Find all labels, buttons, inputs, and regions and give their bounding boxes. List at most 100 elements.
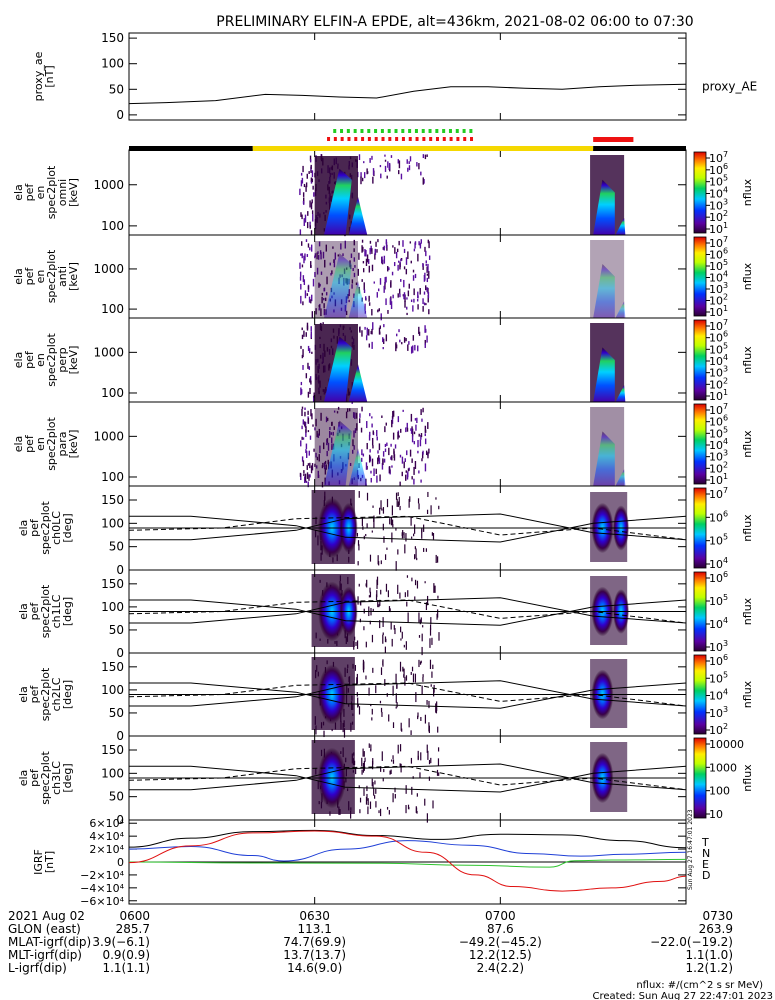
spectrogram-speckle xyxy=(301,425,303,430)
spectrogram-speckle xyxy=(366,254,369,263)
spectrogram-speckle xyxy=(377,601,379,608)
quality-flag-green xyxy=(421,129,425,133)
spectrogram-fan xyxy=(323,253,352,318)
spectrogram-speckle xyxy=(429,638,431,648)
colorbar-tick-label: 100 xyxy=(709,785,730,798)
igrf-T-line xyxy=(128,829,687,849)
spectrogram-speckle xyxy=(398,329,400,333)
spectrogram-speckle xyxy=(407,344,409,351)
footer-value: 12.2(12.5) xyxy=(469,948,532,962)
spectrogram-speckle xyxy=(318,454,320,462)
spectrogram-speckle xyxy=(362,659,365,665)
y-axis-label-line: [keV] xyxy=(67,262,80,291)
spectrogram-speckle xyxy=(413,478,415,485)
spectrogram-speckle xyxy=(428,255,431,260)
spectrogram-speckle xyxy=(364,326,366,330)
spectrogram-speckle xyxy=(382,338,385,344)
spectrogram-speckle xyxy=(417,345,419,352)
spectrogram-speckle xyxy=(432,532,435,540)
spectrogram-speckle xyxy=(310,230,313,236)
spectrogram-speckle xyxy=(318,304,320,308)
spectrogram-speckle xyxy=(437,758,440,766)
spectrogram-speckle xyxy=(429,628,432,636)
spectrogram-speckle xyxy=(366,327,368,336)
spectrogram-speckle xyxy=(308,348,311,354)
spectrogram-speckle xyxy=(407,590,409,597)
spectrogram-speckle xyxy=(424,425,427,433)
spectrogram-speckle xyxy=(422,298,424,304)
footer-value: 0630 xyxy=(299,909,330,923)
spectrogram-speckle xyxy=(356,423,358,431)
spectrogram-speckle xyxy=(309,435,312,440)
spectrogram-speckle xyxy=(379,507,381,515)
spectrogram-speckle xyxy=(299,229,302,236)
spectrogram-speckle xyxy=(432,800,434,809)
spectrogram-speckle xyxy=(371,458,374,467)
y-tick-label: 0 xyxy=(116,813,124,827)
spectrogram-speckle xyxy=(428,448,430,454)
spectrogram-speckle xyxy=(403,248,406,253)
spectrogram-speckle xyxy=(346,408,349,413)
spectrogram-speckle xyxy=(402,409,404,412)
spectrogram-speckle xyxy=(306,293,309,296)
loss-cone-line xyxy=(129,597,687,624)
spectrogram-speckle xyxy=(305,332,307,337)
spectrogram-speckle xyxy=(403,674,405,678)
spectrogram-speckle xyxy=(386,806,389,810)
spectrogram-speckle xyxy=(383,324,385,328)
spectrogram-speckle xyxy=(416,810,418,814)
quality-flag-red xyxy=(354,137,358,141)
spectrogram-speckle xyxy=(303,255,305,264)
spectrogram-speckle xyxy=(417,304,419,310)
footer-value: 74.7(69.9) xyxy=(283,935,346,949)
spectrogram-speckle xyxy=(404,294,406,302)
heatmap-region xyxy=(300,322,626,404)
spectrogram-speckle xyxy=(410,671,412,675)
spectrogram-speckle xyxy=(315,452,317,458)
spectrogram-speckle xyxy=(310,409,312,417)
spectrogram-speckle xyxy=(317,254,320,260)
spectrogram-speckle xyxy=(337,254,340,257)
footer: 2021 Aug 02 0600 0630 0700 0730 GLON (east) 28… xyxy=(8,909,733,975)
spectrogram-speckle xyxy=(388,810,390,815)
spectrogram-speckle xyxy=(392,294,394,299)
quality-flag-green xyxy=(455,129,459,133)
spectrogram-speckle xyxy=(299,188,301,196)
spectrogram-speckle xyxy=(323,303,325,309)
panel-para: elapefenspec2plotpara[keV]10710610510410… xyxy=(12,401,754,488)
spectrogram-speckle xyxy=(301,253,303,259)
spectrogram-speckle xyxy=(424,343,426,348)
spectrogram-speckle xyxy=(319,283,321,287)
spectrogram-speckle xyxy=(364,296,367,300)
spectrogram-speckle xyxy=(419,619,421,625)
spectrogram-speckle xyxy=(302,365,304,370)
spectrogram-speckle xyxy=(425,548,428,552)
spectrogram-speckle xyxy=(369,158,371,163)
spectrogram-speckle xyxy=(410,260,412,264)
spectrogram-speckle xyxy=(419,242,422,249)
spectrogram-speckle xyxy=(437,726,439,733)
spectrogram-speckle xyxy=(397,431,399,440)
spectrogram-speckle xyxy=(420,171,422,176)
spectrogram-speckle xyxy=(392,722,395,728)
spectrogram-speckle xyxy=(331,422,333,426)
legend-label: proxy_AE xyxy=(702,80,757,94)
spectrogram-speckle xyxy=(419,439,422,447)
spectrogram-speckle xyxy=(398,240,400,246)
spectrogram-speckle xyxy=(426,266,428,273)
spectrogram-speckle xyxy=(392,685,394,696)
spectrogram-speckle xyxy=(430,505,432,515)
y-tick-label: 100 xyxy=(101,386,124,400)
spectrogram-speckle xyxy=(426,277,429,283)
spectrogram-speckle xyxy=(306,465,308,470)
spectrogram-speckle xyxy=(428,700,430,709)
spectrogram-speckle xyxy=(435,554,437,563)
spectrogram-speckle xyxy=(383,245,385,251)
spectrogram-speckle xyxy=(403,294,405,300)
spectrogram-speckle xyxy=(428,271,430,279)
y-tick-label: 0 xyxy=(116,729,124,743)
spectrogram-speckle xyxy=(396,498,398,507)
quality-flag-green xyxy=(401,129,405,133)
spectrogram-speckle xyxy=(370,331,372,335)
